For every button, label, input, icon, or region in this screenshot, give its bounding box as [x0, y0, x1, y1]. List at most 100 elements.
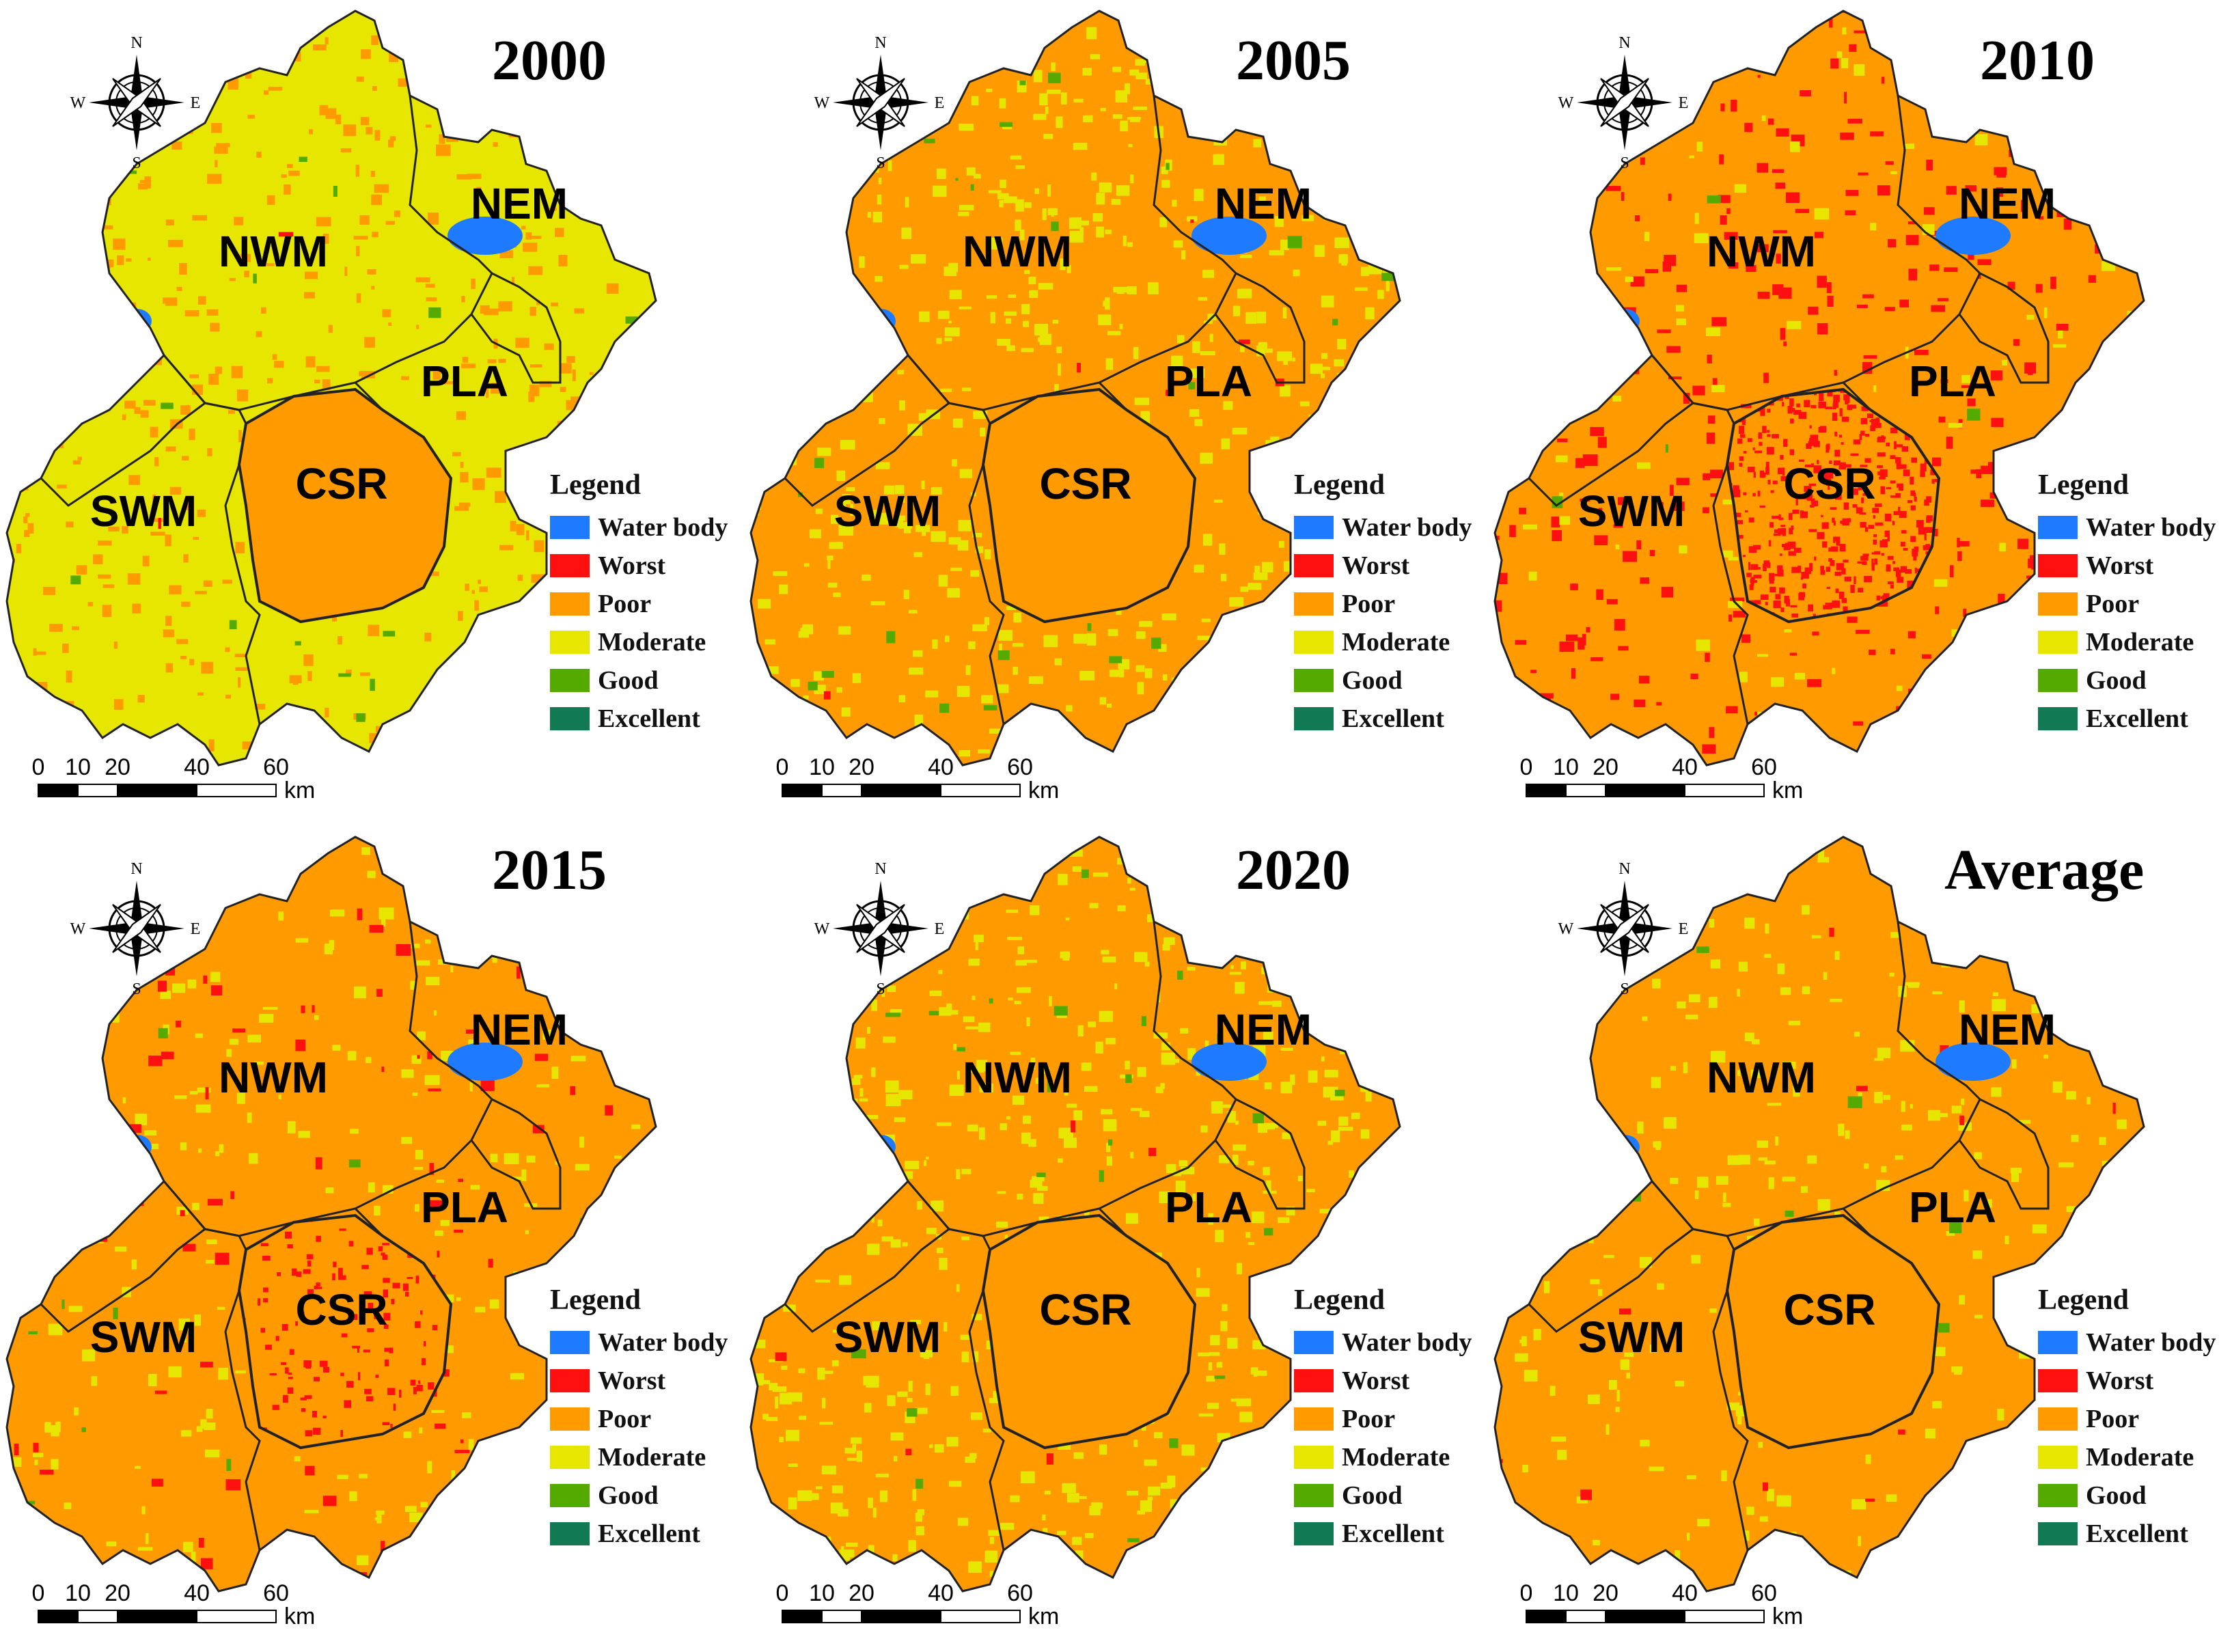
region-label-swm: SWM	[90, 486, 197, 536]
region-label-nem: NEM	[1215, 1005, 1312, 1054]
legend-item: Poor	[2038, 1400, 2216, 1438]
legend-item: Moderate	[2038, 623, 2216, 661]
legend-swatch	[2038, 516, 2078, 539]
compass-e: E	[935, 94, 945, 112]
legend-label: Good	[2086, 1481, 2147, 1510]
legend-item: Excellent	[2038, 1515, 2216, 1553]
compass-n: N	[1618, 860, 1630, 878]
map-panel-5: NWM NEM PLA SWM CSR N S E W 0 10 20 40 60 km 2020 Le…	[744, 826, 1488, 1652]
scale-tick: 10	[65, 1580, 91, 1606]
legend-title: Legend	[1294, 469, 1386, 501]
scale-tick: 60	[263, 754, 289, 780]
scale-tick: 0	[776, 754, 789, 780]
legend-label: Excellent	[1342, 704, 1444, 733]
panel-title: 2005	[1236, 29, 1351, 92]
region-boundaries	[749, 10, 1401, 767]
scale-tick: 40	[928, 754, 954, 780]
legend-swatch	[2038, 1522, 2078, 1545]
scale-tick: 20	[1593, 1580, 1618, 1606]
panel-title: 2015	[492, 838, 607, 902]
compass-w: W	[814, 920, 830, 938]
region-label-pla: PLA	[421, 357, 508, 406]
legend-item: Excellent	[550, 1515, 728, 1553]
legend-label: Worst	[598, 551, 666, 580]
compass-w: W	[1558, 920, 1574, 938]
region-label-swm: SWM	[834, 486, 941, 536]
legend: Legend Water body Worst Poor Moderate Good Ex…	[2038, 469, 2216, 738]
region-label-nwm: NWM	[963, 1053, 1072, 1102]
region-label-nem: NEM	[471, 179, 568, 228]
region-label-csr: CSR	[1039, 459, 1131, 508]
panel-title: 2020	[1236, 838, 1351, 902]
scale-tick: 60	[1007, 1580, 1033, 1606]
legend-swatch	[1294, 516, 1334, 539]
region-label-nwm: NWM	[1707, 1053, 1816, 1102]
region-label-nem: NEM	[1959, 179, 2056, 228]
scale-tick: 0	[776, 1580, 789, 1606]
scale-tick: 60	[1007, 754, 1033, 780]
compass-w: W	[814, 94, 830, 112]
legend-swatch	[1294, 1484, 1334, 1507]
scale-tick: 20	[849, 754, 874, 780]
legend-label: Moderate	[598, 1443, 706, 1472]
legend-label: Water body	[598, 513, 728, 542]
region-label-swm: SWM	[90, 1312, 197, 1362]
legend-item: Worst	[550, 547, 728, 585]
scale-tick: 60	[1751, 754, 1777, 780]
legend-label: Moderate	[2086, 628, 2194, 657]
compass-e: E	[191, 920, 201, 938]
legend-label: Good	[1342, 666, 1403, 695]
legend-item: Moderate	[2038, 1438, 2216, 1476]
legend-swatch	[1294, 707, 1334, 730]
legend-title: Legend	[1294, 1284, 1386, 1316]
legend-item: Water body	[1294, 1323, 1472, 1362]
region-label-nem: NEM	[1215, 179, 1312, 228]
legend-swatch	[1294, 1369, 1334, 1392]
legend-label: Poor	[598, 590, 652, 618]
legend-swatch	[1294, 1407, 1334, 1431]
legend-item: Excellent	[2038, 700, 2216, 738]
compass-rose-icon: N S E W	[814, 860, 945, 998]
region-label-pla: PLA	[421, 1183, 508, 1232]
region-label-pla: PLA	[1165, 1183, 1252, 1232]
legend-swatch	[2038, 669, 2078, 692]
legend-label: Water body	[1342, 513, 1472, 542]
region-label-nwm: NWM	[219, 227, 328, 276]
region-label-pla: PLA	[1909, 1183, 1996, 1232]
legend-swatch	[550, 1522, 590, 1545]
scale-unit: km	[1772, 777, 1803, 803]
legend: Legend Water body Worst Poor Moderate Good Ex…	[1294, 1284, 1472, 1553]
legend-label: Good	[598, 1481, 659, 1510]
legend-swatch	[1294, 1446, 1334, 1469]
compass-n: N	[1618, 34, 1630, 52]
scale-tick: 10	[1553, 754, 1579, 780]
scale-tick: 20	[849, 1580, 874, 1606]
legend-label: Excellent	[2086, 1519, 2188, 1548]
legend-label: Excellent	[598, 1519, 700, 1548]
panel-title: 2010	[1980, 29, 2095, 92]
legend-label: Moderate	[1342, 1443, 1450, 1472]
legend-swatch	[550, 1407, 590, 1431]
legend-label: Moderate	[598, 628, 706, 657]
legend-label: Good	[598, 666, 659, 695]
scale-tick: 40	[184, 1580, 210, 1606]
panel-title: Average	[1944, 838, 2145, 902]
map-panel-3: NWM NEM PLA SWM CSR N S E W 0 10 20 40 60 km 2010 Le…	[1488, 0, 2232, 826]
compass-e: E	[1679, 94, 1689, 112]
compass-e: E	[191, 94, 201, 112]
scale-tick: 20	[105, 754, 130, 780]
region-boundaries	[1493, 836, 2145, 1593]
compass-rose-icon: N S E W	[814, 34, 945, 172]
legend-label: Worst	[598, 1366, 666, 1395]
compass-n: N	[874, 860, 886, 878]
legend-swatch	[550, 1484, 590, 1507]
compass-s: S	[876, 980, 885, 998]
region-boundaries	[5, 836, 657, 1593]
legend-swatch	[550, 707, 590, 730]
